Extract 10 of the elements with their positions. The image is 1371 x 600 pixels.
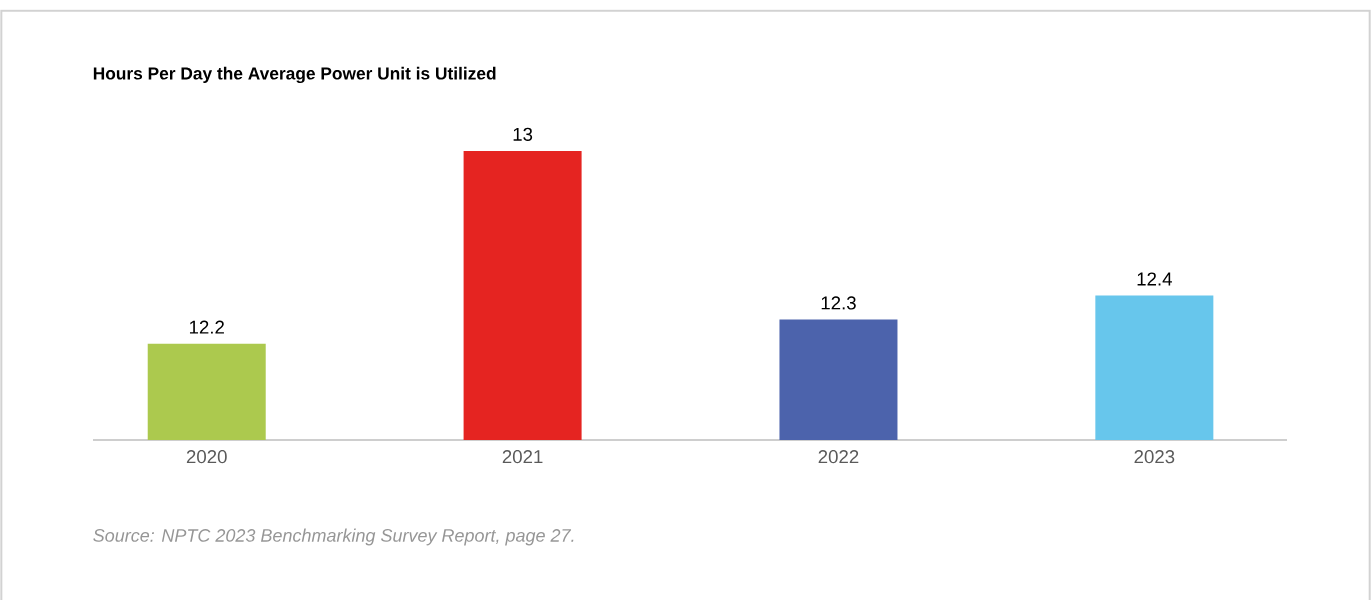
data-label: 12.2 <box>189 320 224 334</box>
data-label: 13 <box>513 127 533 141</box>
data-label: 12.3 <box>821 296 856 310</box>
data-label: 12.4 <box>1137 272 1172 286</box>
x-tick-label: 2023 <box>1134 450 1175 464</box>
x-tick-label: 2021 <box>502 450 543 464</box>
x-tick-label: 2020 <box>186 450 227 464</box>
chart-title: Hours Per Day the Average Power Unit is Utilized <box>93 66 496 84</box>
source-note: Source: NPTC 2023 Benchmarking Survey Report, page 27. <box>93 528 574 546</box>
x-tick-label: 2022 <box>818 450 859 464</box>
